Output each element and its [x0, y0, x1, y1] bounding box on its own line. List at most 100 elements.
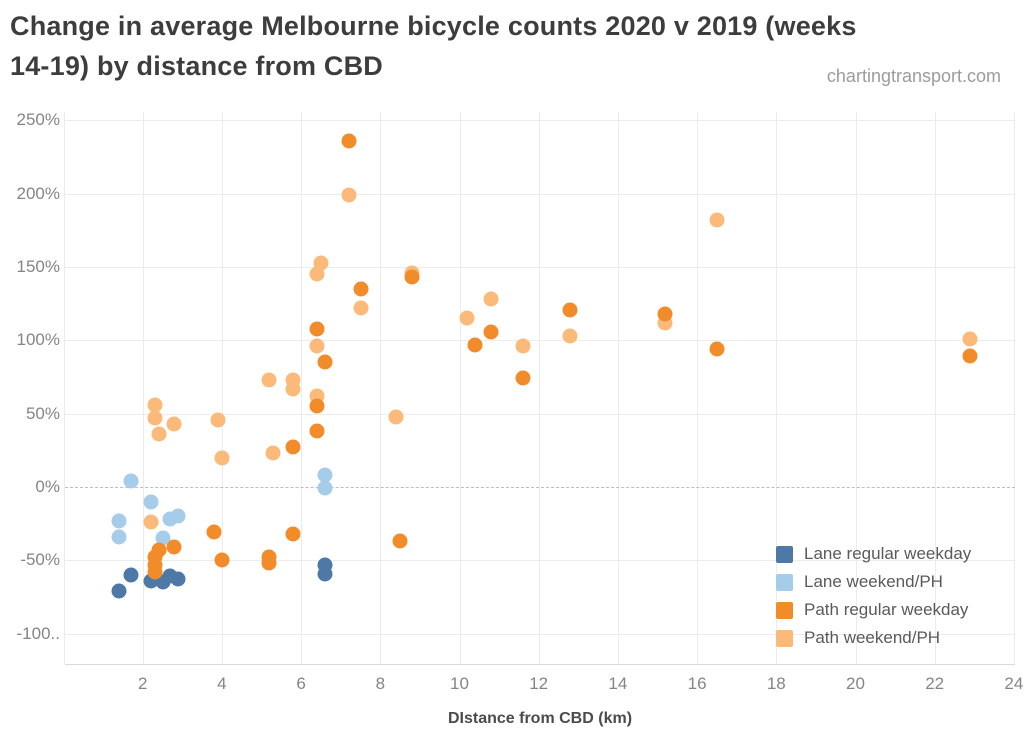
x-gridline-14: [617, 112, 619, 664]
scatter-point[interactable]: [285, 526, 301, 542]
legend-label: Path regular weekday: [804, 600, 969, 619]
scatter-point[interactable]: [261, 555, 277, 571]
y-gridline--100: [65, 633, 1015, 635]
scatter-point[interactable]: [467, 337, 483, 353]
legend-item[interactable]: Lane weekend/PH: [776, 568, 971, 596]
scatter-point[interactable]: [206, 524, 222, 540]
scatter-point[interactable]: [111, 513, 127, 529]
y-axis-tick-label: 200%: [16, 183, 60, 203]
scatter-point[interactable]: [483, 324, 499, 340]
x-gridline-20: [855, 112, 857, 664]
plot-area: [63, 112, 1015, 665]
scatter-point[interactable]: [151, 426, 167, 442]
x-axis-tick-label: 22: [925, 674, 945, 693]
legend-swatch-icon: [776, 573, 793, 591]
scatter-point[interactable]: [170, 508, 186, 524]
scatter-point[interactable]: [962, 348, 978, 364]
chart-title-line-1: Change in average Melbourne bicycle coun…: [10, 11, 857, 41]
y-gridline-50: [65, 413, 1015, 415]
x-gridline-2: [142, 112, 144, 664]
scatter-point[interactable]: [483, 291, 499, 307]
legend-label: Lane regular weekday: [804, 544, 972, 563]
scatter-point[interactable]: [309, 338, 325, 354]
scatter-point[interactable]: [459, 310, 475, 326]
x-axis-tick-label: 8: [375, 674, 386, 693]
scatter-point[interactable]: [261, 372, 277, 388]
scatter-point[interactable]: [317, 354, 333, 370]
scatter-point[interactable]: [962, 331, 978, 347]
x-axis-tick-label: 18: [766, 674, 786, 693]
scatter-point[interactable]: [353, 300, 368, 316]
scatter-point[interactable]: [166, 539, 182, 555]
scatter-point[interactable]: [709, 212, 725, 228]
scatter-point[interactable]: [155, 530, 170, 546]
scatter-point[interactable]: [147, 397, 163, 413]
chart-title-line-2: 14-19) by distance from CBD: [10, 51, 383, 81]
y-axis-tick-label: 250%: [16, 110, 60, 130]
scatter-point[interactable]: [317, 480, 333, 496]
scatter-point[interactable]: [309, 423, 325, 439]
scatter-point[interactable]: [515, 370, 531, 386]
y-gridline-250: [65, 120, 1015, 122]
x-axis-tick-label: 14: [608, 674, 628, 693]
scatter-point[interactable]: [123, 473, 139, 489]
watermark-text: chartingtransport.com: [826, 66, 1001, 86]
scatter-point[interactable]: [147, 410, 163, 426]
scatter-point[interactable]: [210, 412, 226, 428]
x-gridline-12: [538, 112, 540, 664]
y-axis-tick-label: 0%: [35, 477, 60, 496]
scatter-point[interactable]: [309, 266, 325, 282]
y-axis-tick-label: 50%: [25, 403, 60, 423]
scatter-point[interactable]: [285, 439, 301, 455]
legend: Lane regular weekday Lane weekend/PH Path …: [776, 540, 971, 652]
legend-item[interactable]: Path regular weekday: [776, 596, 971, 624]
scatter-point[interactable]: [515, 338, 531, 354]
scatter-point[interactable]: [392, 533, 408, 549]
y-axis-tick-label: -100..: [16, 623, 60, 643]
x-gridline-22: [934, 112, 936, 664]
scatter-point[interactable]: [309, 398, 325, 414]
scatter-point[interactable]: [657, 306, 673, 322]
legend-swatch-icon: [776, 601, 793, 619]
legend-swatch-icon: [776, 629, 793, 647]
x-axis-tick-label: 24: [1004, 674, 1024, 693]
scatter-point[interactable]: [147, 564, 163, 580]
scatter-point[interactable]: [388, 409, 404, 425]
y-gridline-200: [65, 193, 1015, 195]
scatter-point[interactable]: [317, 467, 333, 483]
scatter-point[interactable]: [214, 552, 230, 568]
scatter-point[interactable]: [404, 269, 420, 285]
scatter-point[interactable]: [111, 529, 127, 545]
legend-item[interactable]: Lane regular weekday: [776, 540, 971, 568]
scatter-point[interactable]: [166, 416, 182, 432]
scatter-point[interactable]: [313, 255, 329, 271]
scatter-point[interactable]: [317, 566, 333, 581]
scatter-point[interactable]: [143, 494, 159, 510]
x-gridline-18: [776, 112, 778, 664]
y-gridline-100: [65, 340, 1015, 342]
scatter-point[interactable]: [309, 321, 325, 337]
x-axis-tick-label: 20: [846, 674, 865, 693]
scatter-point[interactable]: [341, 133, 357, 149]
scatter-point[interactable]: [170, 571, 186, 587]
legend-swatch-icon: [776, 545, 793, 563]
scatter-point[interactable]: [111, 583, 127, 599]
x-gridline-24: [1013, 112, 1015, 664]
scatter-point[interactable]: [285, 381, 301, 397]
scatter-point[interactable]: [562, 328, 578, 344]
scatter-point[interactable]: [265, 445, 281, 461]
x-gridline-0: [63, 112, 65, 664]
x-axis-tick-label: 10: [450, 674, 469, 693]
scatter-point[interactable]: [214, 450, 230, 466]
chart-title: Change in average Melbourne bicycle coun…: [10, 6, 1014, 86]
legend-label: Lane weekend/PH: [804, 572, 943, 591]
scatter-point[interactable]: [123, 567, 139, 583]
scatter-point[interactable]: [562, 302, 578, 318]
scatter-point[interactable]: [143, 514, 159, 530]
y-axis-tick-label: -50%: [20, 550, 60, 570]
scatter-point[interactable]: [353, 281, 368, 297]
scatter-point[interactable]: [341, 187, 357, 203]
legend-item[interactable]: Path weekend/PH: [776, 624, 971, 652]
scatter-point[interactable]: [709, 341, 725, 357]
